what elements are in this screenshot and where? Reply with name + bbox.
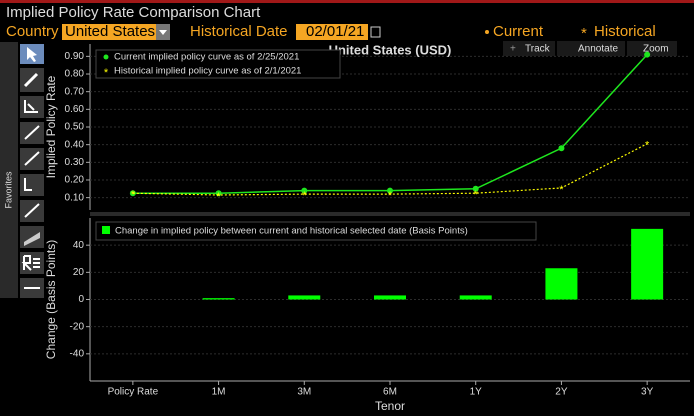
point: * [131, 189, 136, 201]
y-tick-label: 0.60 [65, 104, 85, 115]
current-bullet [485, 30, 489, 34]
date-value[interactable]: 02/01/21 [306, 23, 364, 40]
x-tick-label: 2Y [555, 387, 568, 398]
legend-marker [103, 54, 109, 60]
x-tick-label: 6M [383, 387, 397, 398]
point: * [302, 190, 307, 202]
y-tick-label: 0.30 [65, 157, 85, 168]
point: * [388, 190, 393, 202]
point: * [559, 184, 564, 196]
annotate-label[interactable]: Annotate [578, 44, 618, 55]
y-tick-label: 0.80 [65, 69, 85, 80]
point [558, 145, 565, 152]
y-tick-label: 0.90 [65, 51, 85, 62]
y-tick-label: 0.20 [65, 175, 85, 186]
chart-title: United States (USD) [329, 42, 452, 57]
x-tick-label: Policy Rate [108, 387, 159, 398]
legend-label: Change in implied policy between current… [115, 226, 468, 237]
channel-icon [24, 232, 40, 246]
y-tick-label: 40 [73, 240, 85, 251]
bar [459, 295, 492, 300]
zoom-label[interactable]: Zoom [643, 44, 669, 55]
dollar-icon [24, 178, 32, 191]
tool-fib[interactable] [20, 252, 44, 274]
point [472, 185, 479, 192]
fib-icon [21, 255, 40, 271]
y-tick-label: 0.70 [65, 86, 85, 97]
y-axis-label: Change (Basis Points) [44, 240, 58, 359]
country-field[interactable] [62, 24, 156, 40]
x-tick-label: 1Y [470, 387, 483, 398]
point: * [645, 140, 650, 152]
line-icon [24, 125, 40, 140]
legend-swatch [102, 226, 110, 234]
country-label: Country [6, 23, 59, 40]
country-value[interactable]: United States [65, 23, 155, 40]
y-axis-label: Implied Policy Rate [44, 75, 58, 178]
x-tick-label: 1M [212, 387, 226, 398]
y-tick-label: 20 [73, 267, 85, 278]
dropdown-arrow [159, 30, 167, 35]
legend-current: Current [493, 23, 544, 40]
y-tick-label: 0.50 [65, 122, 85, 133]
window-title: Implied Policy Rate Comparison Chart [6, 4, 261, 21]
x-tick-label: 3M [297, 387, 311, 398]
y-tick-label: 0 [78, 294, 84, 305]
point [387, 187, 393, 194]
curve [132, 143, 648, 196]
y-tick-label: 0.40 [65, 139, 85, 150]
x-tick-label: 3Y [641, 387, 654, 398]
favorites-label[interactable]: Favorites [3, 171, 13, 209]
favorites-tab[interactable] [0, 42, 18, 298]
toolbar [20, 44, 44, 298]
trend-icon [24, 151, 40, 166]
y-tick-label: -20 [70, 321, 85, 332]
pointer-icon [27, 47, 37, 62]
point: * [474, 189, 479, 201]
x-axis-label: Tenor [375, 399, 405, 413]
bar [545, 268, 578, 300]
top-strip [0, 0, 694, 3]
point [644, 51, 651, 58]
zoom-button[interactable] [627, 41, 677, 56]
bar [631, 228, 664, 300]
calendar-icon[interactable] [370, 26, 381, 38]
y-tick-label: 0.10 [65, 192, 85, 203]
pct-icon [24, 100, 38, 113]
track-button[interactable] [503, 41, 555, 56]
point: * [216, 191, 221, 203]
tool-dollar[interactable] [20, 174, 44, 196]
point [301, 187, 308, 194]
legend-marker: * [104, 67, 109, 79]
y-tick-label: -40 [70, 348, 85, 359]
track-label[interactable]: Track [525, 44, 551, 55]
legend-label: Historical implied policy curve as of 2/… [114, 66, 301, 77]
legend-label: Current implied policy curve as of 2/25/… [114, 52, 299, 63]
bar [374, 295, 406, 300]
legend-box [95, 49, 341, 79]
legend-historical: Historical [594, 23, 656, 40]
annotate-button[interactable] [557, 41, 625, 56]
historical-star: * [581, 25, 587, 42]
panel-divider [90, 212, 690, 216]
bar [202, 298, 235, 300]
track-icon: + [510, 44, 516, 55]
date-label: Historical Date [190, 23, 288, 40]
segment-icon [24, 203, 40, 218]
pen-icon [23, 72, 39, 88]
date-field[interactable] [296, 24, 368, 40]
bar [288, 295, 321, 300]
chart-tools: + Track Annotate Zoom [503, 41, 677, 56]
legend-box [95, 221, 537, 241]
